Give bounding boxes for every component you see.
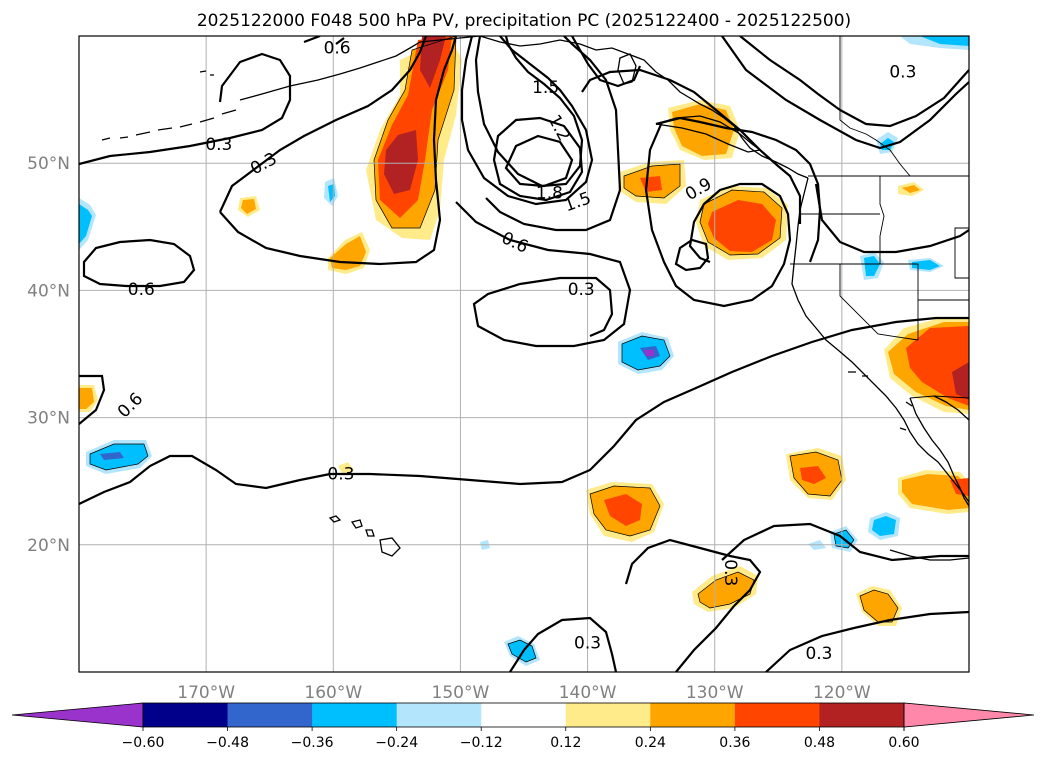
contour-label: 1.5 <box>532 78 559 98</box>
contour-label: 0.3 <box>205 135 232 155</box>
colorbar-bin <box>819 703 905 727</box>
contour-label: 0.3 <box>805 644 832 664</box>
contour-label-text: 0.6 <box>324 38 351 58</box>
contour-label-text: 0.6 <box>128 280 155 300</box>
colorbar-tick-label: −0.12 <box>460 735 503 751</box>
contour-label-text: 1.8 <box>536 183 563 203</box>
contour-label: 0.6 <box>324 38 351 58</box>
colorbar-tick-label: 0.24 <box>635 735 666 751</box>
lon-tick-label: 130°W <box>686 683 744 703</box>
contour-label: 0.3 <box>574 634 601 654</box>
lat-tick-label: 50°N <box>27 154 70 174</box>
axis-labels: 170°W 160°W 150°W 140°W 130°W 120°W 50°N 40°N 30… <box>27 154 871 703</box>
contour-label: 0.3 <box>568 280 595 300</box>
colorbar-bin <box>396 703 482 727</box>
lon-tick-label: 120°W <box>813 683 871 703</box>
colorbar-tick-label: −0.60 <box>122 735 165 751</box>
contour-label: 0.3 <box>889 63 916 83</box>
contour-label-text: 0.3 <box>805 644 832 664</box>
pv-contours <box>79 36 969 672</box>
lat-tick-label: 30°N <box>27 409 70 429</box>
colorbar-bin <box>481 703 567 727</box>
contour-label-text: 0.3 <box>568 280 595 300</box>
contour-label-text: 0.3 <box>574 634 601 654</box>
lon-tick-label: 140°W <box>559 683 617 703</box>
contour-labels: 0.61.51.21.81.50.30.30.90.60.30.6 0.30.60… <box>114 38 916 664</box>
contour-label-text: 0.3 <box>720 559 740 586</box>
colorbar-bin <box>143 703 229 727</box>
colorbar-tick-label: 0.36 <box>719 735 750 751</box>
colorbar-bin <box>565 703 651 727</box>
political-borders <box>790 36 969 399</box>
contour-label: 0.3 <box>720 559 740 586</box>
colorbar-bin <box>312 703 398 727</box>
colorbar-under-extension <box>11 702 144 728</box>
contour-label: 0.3 <box>327 465 354 485</box>
colorbar-over-extension <box>903 702 1035 728</box>
lat-tick-label: 20°N <box>27 536 70 556</box>
lon-tick-label: 170°W <box>177 683 235 703</box>
colorbar-bin <box>734 703 820 727</box>
lon-tick-label: 150°W <box>432 683 490 703</box>
colorbar-tick-label: 0.48 <box>804 735 835 751</box>
colorbar-tick-label: 0.12 <box>550 735 581 751</box>
contour-label-text: 0.3 <box>889 63 916 83</box>
colorbar-tick-label: −0.36 <box>291 735 334 751</box>
colorbar-tick-label: 0.60 <box>888 735 919 751</box>
colorbar-bin <box>227 703 313 727</box>
contour-label-text: 1.5 <box>532 78 559 98</box>
shading-outlines <box>89 36 899 663</box>
contour-label: 1.8 <box>536 183 563 203</box>
contour-label: 0.6 <box>128 280 155 300</box>
figure-title: 2025122000 F048 500 hPa PV, precipitatio… <box>197 11 851 31</box>
lat-tick-label: 40°N <box>27 281 70 301</box>
lon-tick-label: 160°W <box>304 683 362 703</box>
colorbar: −0.60 −0.48 −0.36 −0.24 −0.12 0.12 0.24 0.36 0.4… <box>11 702 1035 751</box>
coastlines <box>101 36 969 561</box>
contour-label-text: 0.3 <box>327 465 354 485</box>
map-panel: 0.61.51.21.81.50.30.30.90.60.30.6 0.30.60… <box>78 35 970 673</box>
colorbar-bin <box>650 703 736 727</box>
map-frame <box>78 35 970 673</box>
contour-label-text: 0.3 <box>205 135 232 155</box>
colorbar-tick-label: −0.24 <box>375 735 418 751</box>
colorbar-tick-label: −0.48 <box>206 735 249 751</box>
colorbar-frame <box>142 702 905 728</box>
